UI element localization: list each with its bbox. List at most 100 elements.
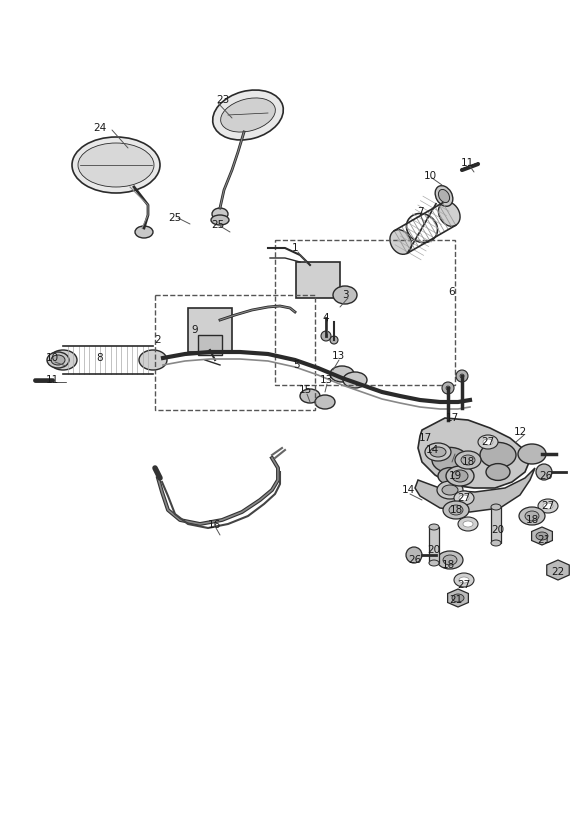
Polygon shape (532, 527, 552, 545)
Ellipse shape (211, 215, 229, 225)
Ellipse shape (454, 573, 474, 587)
Ellipse shape (518, 444, 546, 464)
Text: 23: 23 (216, 95, 230, 105)
Text: 18: 18 (449, 505, 463, 515)
Bar (296, 262, 340, 298)
Text: 11: 11 (45, 375, 59, 385)
Polygon shape (547, 560, 569, 580)
Polygon shape (415, 468, 535, 512)
Circle shape (446, 386, 450, 390)
Circle shape (456, 370, 468, 382)
Ellipse shape (390, 230, 412, 255)
Ellipse shape (72, 137, 160, 193)
Text: 10: 10 (45, 353, 58, 363)
Ellipse shape (330, 366, 354, 382)
Text: 4: 4 (322, 313, 329, 323)
Ellipse shape (437, 551, 463, 569)
Ellipse shape (429, 560, 439, 566)
Text: 22: 22 (552, 567, 564, 577)
Ellipse shape (438, 190, 449, 203)
Ellipse shape (449, 505, 463, 515)
Ellipse shape (459, 495, 469, 501)
Ellipse shape (438, 202, 460, 227)
Text: 20: 20 (427, 545, 441, 555)
Ellipse shape (343, 372, 367, 388)
Text: 21: 21 (449, 595, 463, 605)
Ellipse shape (139, 350, 167, 370)
Text: 6: 6 (449, 287, 455, 297)
Ellipse shape (430, 447, 446, 457)
Text: 5: 5 (294, 360, 300, 370)
Ellipse shape (452, 594, 464, 602)
Text: 17: 17 (419, 433, 431, 443)
Ellipse shape (135, 226, 153, 238)
Ellipse shape (443, 501, 469, 519)
Circle shape (442, 382, 454, 394)
Ellipse shape (455, 451, 481, 469)
Text: 3: 3 (342, 290, 348, 300)
Text: 14: 14 (401, 485, 415, 495)
Text: 21: 21 (538, 535, 550, 545)
Polygon shape (418, 418, 530, 488)
Ellipse shape (463, 521, 473, 527)
Circle shape (330, 336, 338, 344)
Bar (429, 527, 439, 563)
Text: 13: 13 (319, 375, 333, 385)
Ellipse shape (491, 504, 501, 510)
Ellipse shape (452, 470, 468, 482)
Ellipse shape (425, 443, 451, 461)
Ellipse shape (454, 491, 474, 505)
Ellipse shape (459, 577, 469, 583)
Text: 27: 27 (458, 580, 470, 590)
Text: 27: 27 (458, 493, 470, 503)
Ellipse shape (538, 499, 558, 513)
Ellipse shape (491, 540, 501, 546)
Bar (275, 240, 455, 385)
Text: 19: 19 (448, 471, 462, 481)
Ellipse shape (480, 442, 516, 467)
Ellipse shape (443, 555, 457, 565)
Text: 9: 9 (192, 325, 198, 335)
Text: 11: 11 (461, 158, 473, 168)
Circle shape (321, 331, 331, 341)
Text: 20: 20 (491, 525, 504, 535)
Text: 15: 15 (298, 385, 312, 395)
Text: 14: 14 (426, 445, 438, 455)
Ellipse shape (432, 447, 468, 473)
Ellipse shape (437, 481, 463, 499)
Circle shape (536, 464, 552, 480)
Ellipse shape (461, 455, 475, 465)
Ellipse shape (458, 517, 478, 531)
Text: 10: 10 (423, 171, 437, 181)
Text: 27: 27 (482, 437, 494, 447)
Ellipse shape (333, 286, 357, 304)
Text: 16: 16 (208, 520, 220, 530)
Text: 27: 27 (542, 501, 554, 511)
Ellipse shape (536, 532, 548, 540)
Ellipse shape (213, 90, 283, 140)
Text: 18: 18 (441, 560, 455, 570)
Ellipse shape (446, 466, 474, 486)
Polygon shape (448, 589, 468, 607)
Text: 13: 13 (331, 351, 345, 361)
Text: 26: 26 (539, 471, 553, 481)
Text: 12: 12 (514, 427, 526, 437)
Text: 25: 25 (212, 220, 224, 230)
Text: 18: 18 (461, 457, 475, 467)
Ellipse shape (442, 485, 458, 495)
Ellipse shape (483, 439, 493, 445)
Text: 17: 17 (445, 413, 459, 423)
Ellipse shape (438, 467, 462, 485)
Bar (491, 507, 501, 543)
Text: 18: 18 (525, 515, 539, 525)
Text: 7: 7 (417, 207, 423, 217)
Text: 26: 26 (408, 555, 422, 565)
Ellipse shape (525, 511, 539, 521)
Text: 24: 24 (93, 123, 107, 133)
Ellipse shape (49, 350, 77, 370)
Text: 1: 1 (292, 243, 298, 253)
Ellipse shape (220, 98, 275, 132)
Bar (155, 295, 315, 410)
Ellipse shape (300, 389, 320, 403)
Ellipse shape (478, 435, 498, 449)
